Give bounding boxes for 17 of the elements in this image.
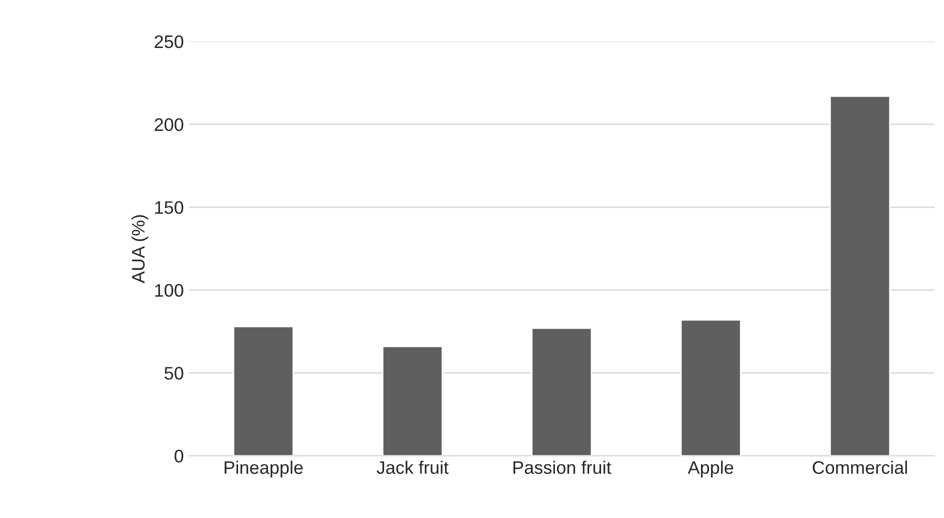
x-tick-label: Commercial [812,460,907,474]
bar [232,326,294,456]
y-axis-title: AUA (%) [131,215,148,284]
y-tick-label: 0 [174,450,184,463]
bar [829,95,891,456]
y-tick-label: 250 [154,35,184,48]
bar [680,319,742,456]
bar [531,328,592,456]
y-tick-label: 100 [155,284,184,297]
x-tick-label: Apple [688,460,734,478]
x-tick-label: Pineapple [224,460,303,478]
x-tick-label: Passion fruit [513,460,612,474]
y-tick-label: 200 [154,118,184,132]
x-tick-label: Jack fruit [376,460,449,474]
y-tick-label: 50 [164,366,184,380]
y-tick-label: 150 [155,201,184,214]
bar [382,346,444,456]
